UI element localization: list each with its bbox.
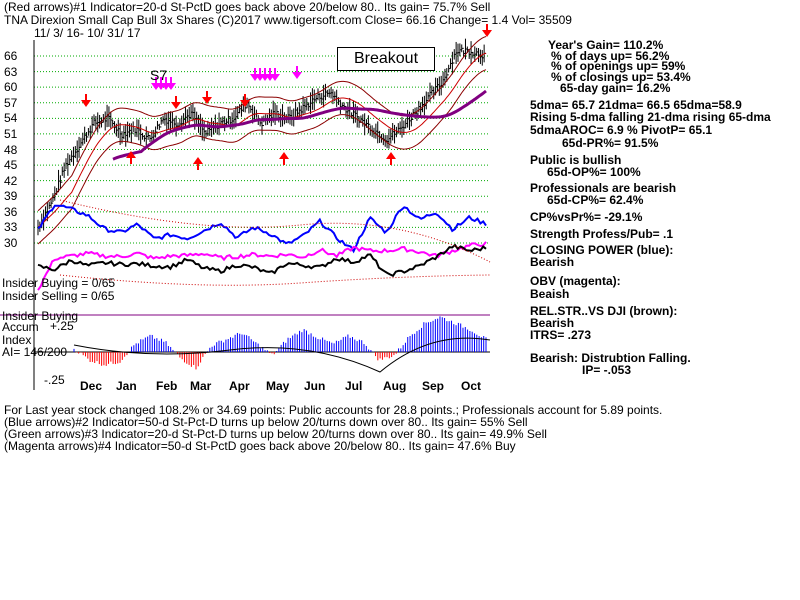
y-tick-label: 66 — [4, 49, 18, 63]
ma65-line — [112, 89, 487, 161]
header-line-1: (Red arrows)#1 Indicator=20-d St-PctD go… — [4, 0, 491, 14]
buy-arrow-red — [126, 151, 136, 158]
sell-arrow — [482, 30, 492, 37]
magenta-arrow — [292, 72, 302, 79]
x-tick-label: Oct — [461, 379, 482, 393]
x-tick-label: Aug — [383, 379, 407, 393]
index-label: Index — [2, 333, 32, 347]
s7-label: S7 — [150, 67, 168, 83]
professionals-bearish: Professionals are bearish — [530, 181, 677, 195]
closings-up: % of closings up= 53.4% — [551, 70, 691, 84]
header-line-2: TNA Direxion Small Cap Bull 3x Shares (C… — [4, 13, 572, 27]
buy-arrow-red — [279, 152, 289, 159]
y-tick-label: 60 — [4, 80, 18, 95]
accum-label: Accum — [2, 320, 39, 334]
cp-value: 65d-CP%= 62.4% — [547, 193, 644, 207]
x-tick-label: Jun — [304, 379, 326, 393]
closing-power-line — [37, 204, 487, 254]
sell-arrow — [171, 102, 181, 109]
aroc-pivot: 5dmaAROC= 6.9 % PivotP= 65.1 — [530, 123, 713, 137]
y-tick-label: 30 — [4, 236, 18, 250]
obv-label: OBV (magenta): — [530, 274, 621, 288]
relstr-line — [37, 243, 487, 278]
y-tick-label: 48 — [4, 142, 18, 157]
magenta-arrow — [166, 83, 176, 90]
y-tick-label: 51 — [4, 126, 18, 141]
y-tick-label: 45 — [4, 158, 18, 173]
x-tick-label: Jul — [345, 379, 363, 393]
closing-power-label: CLOSING POWER (blue): — [530, 243, 674, 257]
lower-band — [37, 69, 487, 245]
strength: Strength Profess/Pub= .1 — [530, 227, 674, 241]
y-tick-label: 33 — [4, 220, 18, 235]
buy-arrow-red — [386, 152, 396, 159]
x-tick-label: Sep — [422, 379, 445, 393]
years-gain: Year's Gain= 110.2% — [548, 38, 664, 52]
buy-arrow-red — [193, 157, 203, 164]
obv-bearish: Beaish — [530, 287, 570, 301]
insider-buying: Insider Buying = 0/65 — [2, 276, 116, 290]
obv-ma-line — [59, 274, 491, 286]
grid-lines — [0, 40, 490, 390]
sell-arrow — [202, 97, 212, 104]
pr-value: 65d-PR%= 91.5% — [562, 136, 659, 150]
y-tick-label: 42 — [4, 173, 18, 188]
y-tick-label: 57 — [4, 95, 18, 110]
closing-power-bearish: Bearish — [530, 255, 575, 269]
footer-line-4: (Magenta arrows)#4 Indicator=50-d St-Pct… — [4, 439, 516, 453]
signal-arrows — [81, 24, 492, 170]
insider-selling: Insider Selling = 0/65 — [2, 289, 115, 303]
cp-vs-pr: CP%vsPr%= -29.1% — [530, 210, 643, 224]
plus25-label: +.25 — [50, 319, 74, 333]
days-up: % of days up= 56.2% — [551, 49, 670, 63]
minus25-label: -.25 — [44, 373, 65, 387]
op-value: 65d-OP%= 100% — [547, 165, 641, 179]
ma21-line — [37, 52, 487, 228]
ip-value: IP= -.053 — [582, 363, 632, 377]
accumulation-histogram — [34, 316, 491, 373]
header-line-3: 11/ 3/ 16- 10/ 31/ 17 — [34, 26, 141, 40]
x-tick-label: Mar — [190, 379, 212, 393]
x-tick-label: Jan — [116, 379, 137, 393]
breakout-label: Breakout — [337, 47, 435, 71]
itrs-value: ITRS= .273 — [530, 328, 592, 342]
sell-arrow — [81, 100, 91, 107]
footer-line-2: (Blue arrows)#2 Indicator=50-d St-Pct-D … — [4, 415, 528, 429]
dma-values: 5dma= 65.7 21dma= 66.5 65dma=58.9 — [530, 98, 742, 112]
accum-ma-line — [73, 337, 491, 373]
x-tick-label: May — [266, 379, 290, 393]
openings-up: % of openings up= 59% — [551, 59, 686, 73]
relstr-label: REL.STR..VS DJI (brown): — [530, 304, 678, 318]
footer-line-3: (Green arrows)#3 Indicator=20-d St-Pct-D… — [4, 427, 547, 441]
ai-label: AI= 146/200 — [2, 345, 68, 359]
y-tick-label: 54 — [4, 111, 18, 126]
obv-line — [37, 241, 487, 291]
x-tick-label: Feb — [156, 379, 178, 393]
y-tick-label: 36 — [4, 204, 18, 219]
bollinger-bands — [37, 36, 487, 245]
dma-direction: Rising 5-dma falling 21-dma rising 65-dm… — [530, 110, 771, 124]
x-tick-label: Dec — [80, 379, 103, 393]
indicator-lines — [37, 199, 491, 291]
magenta-arrow — [270, 74, 280, 81]
y-tick-label: 63 — [4, 64, 18, 79]
footer-line-1: For Last year stock changed 108.2% or 34… — [4, 403, 663, 417]
insider-buying-2: Insider Buying — [2, 309, 79, 323]
distribution-label: Bearish: Distrubtion Falling. — [530, 351, 691, 365]
x-tick-label: Apr — [229, 379, 250, 393]
relstr-bearish: Bearish — [530, 316, 575, 330]
public-bullish: Public is bullish — [530, 153, 622, 167]
day65-gain: 65-day gain= 16.2% — [560, 81, 671, 95]
sell-arrow — [240, 100, 250, 107]
y-tick-label: 39 — [4, 189, 18, 204]
